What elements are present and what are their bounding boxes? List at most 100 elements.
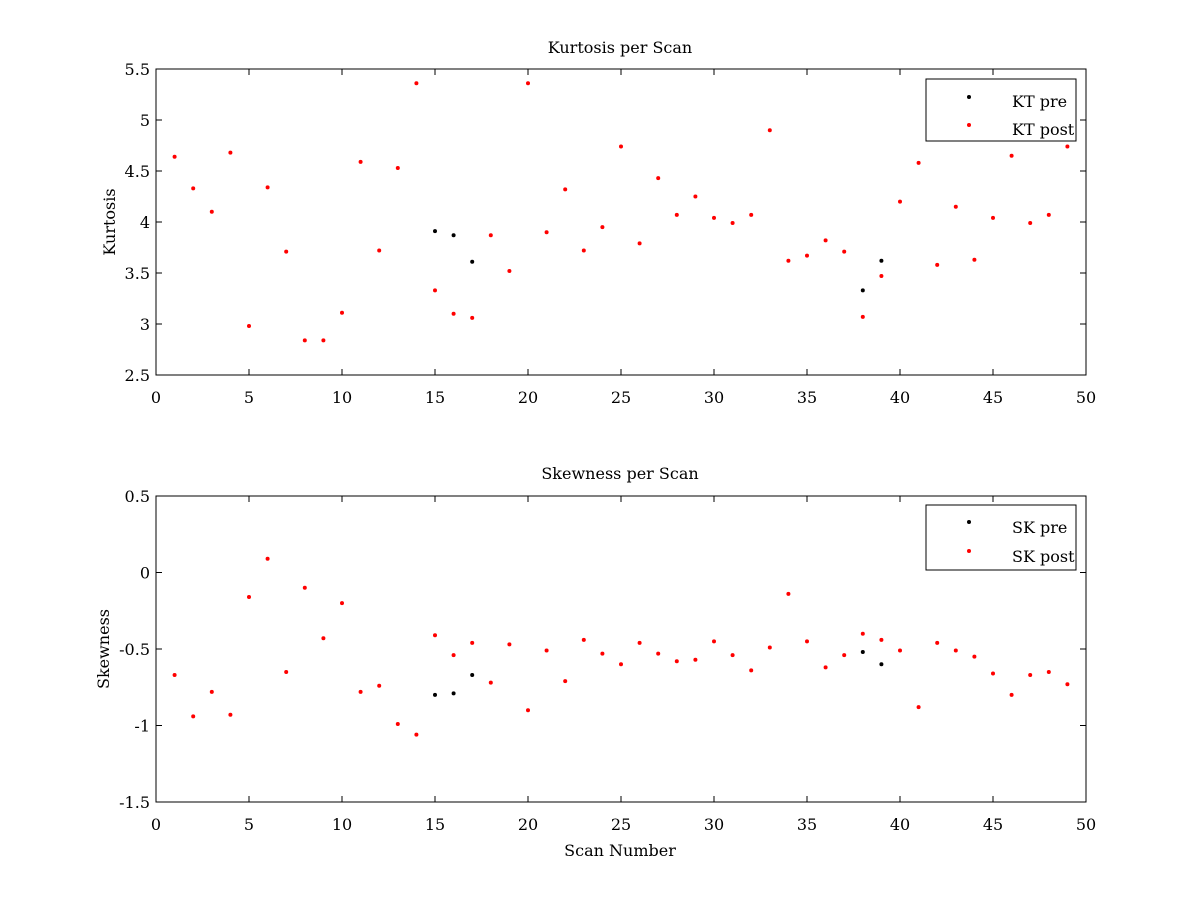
skewness-xtick-label: 15	[425, 815, 445, 834]
kurtosis-point-post	[991, 215, 995, 220]
kurtosis-point-post	[488, 233, 493, 238]
kurtosis-point-post	[730, 221, 735, 226]
skewness-point-post	[730, 653, 735, 658]
legend-label-sk-post: SK post	[1012, 547, 1075, 566]
skewness-point-pre	[433, 692, 437, 697]
skewness-point-post	[1046, 669, 1051, 674]
kurtosis-point-post	[544, 230, 549, 235]
kurtosis-ytick-label: 3.5	[125, 264, 150, 283]
skewness-xtick-label: 35	[797, 815, 817, 834]
kurtosis-xtick-label: 15	[425, 388, 445, 407]
kurtosis-xtick-label: 0	[151, 388, 161, 407]
skewness-ytick-label: 0	[140, 564, 150, 583]
kurtosis-ytick-label: 4	[140, 213, 150, 232]
kurtosis-point-post	[302, 338, 307, 343]
skewness-point-post	[488, 680, 493, 685]
skewness-point-post	[1065, 682, 1070, 687]
kurtosis-point-post	[1046, 212, 1051, 217]
kurtosis-point-pre	[433, 229, 437, 234]
skewness-point-pre	[860, 650, 865, 655]
kurtosis-point-post	[1065, 144, 1070, 149]
kurtosis-point-post	[749, 212, 754, 217]
kurtosis-point-post	[358, 159, 363, 164]
skewness-point-post	[842, 653, 847, 658]
skewness-point-post	[953, 648, 958, 653]
kurtosis-xtick-label: 50	[1076, 388, 1096, 407]
kurtosis-title: Kurtosis per Scan	[548, 38, 692, 57]
kurtosis-point-post	[953, 204, 958, 209]
kurtosis-point-post	[414, 81, 419, 86]
kurtosis-xtick-label: 45	[983, 388, 1003, 407]
skewness-point-post	[898, 648, 902, 653]
kurtosis-point-post	[637, 241, 642, 246]
kurtosis-xtick-label: 40	[890, 388, 910, 407]
kurtosis-panel: Kurtosis per Scan Kurtosis 0 5 10 15 20 25 30 3…	[100, 38, 1096, 407]
kurtosis-point-post	[674, 212, 679, 217]
kurtosis-point-post	[879, 274, 884, 279]
kurtosis-point-post	[619, 144, 623, 149]
skewness-point-post	[247, 594, 251, 599]
skewness-xtick-label: 40	[890, 815, 910, 834]
skewness-xtick-label: 30	[704, 815, 724, 834]
skewness-point-post	[749, 668, 754, 673]
skewness-point-post	[526, 708, 530, 713]
kurtosis-legend: KT pre KT post	[925, 78, 1077, 142]
skewness-point-post	[786, 591, 791, 596]
skewness-xtick-label: 0	[151, 815, 161, 834]
skewness-point-post	[265, 556, 270, 561]
skewness-point-post	[191, 714, 196, 719]
kurtosis-ylabel: Kurtosis	[100, 188, 119, 255]
skewness-xtick-label: 5	[244, 815, 254, 834]
skewness-point-post	[935, 640, 940, 645]
skewness-point-post	[916, 705, 921, 710]
skewness-point-post	[451, 653, 456, 658]
kurtosis-point-post	[451, 311, 456, 316]
kurtosis-point-post	[526, 81, 530, 86]
kurtosis-point-post	[247, 324, 251, 329]
kurtosis-ytick-label: 5	[140, 111, 150, 130]
kurtosis-point-post	[1009, 153, 1014, 158]
kurtosis-ytick-label: 2.5	[125, 366, 150, 385]
kurtosis-xtick-label: 30	[704, 388, 724, 407]
kurtosis-point-post	[656, 176, 661, 181]
kurtosis-point-pre	[470, 259, 475, 264]
skewness-point-pre	[879, 662, 884, 667]
kurtosis-point-post	[935, 262, 940, 267]
skewness-xtick-label: 10	[332, 815, 352, 834]
kurtosis-point-post	[916, 160, 921, 165]
kurtosis-point-post	[507, 268, 512, 273]
kurtosis-plot-frame	[155, 68, 1087, 376]
skewness-points	[172, 556, 1070, 737]
skewness-xtick-label: 25	[611, 815, 631, 834]
skewness-ticks: 0 5 10 15 20 25 30 35 40 45 50 -1.5 -1 -0.5 0 0.5	[119, 487, 1096, 834]
kurtosis-xtick-label: 20	[518, 388, 538, 407]
kurtosis-ticks: 0 5 10 15 20 25 30 35 40 45 50 2.5 3 3.5 4 4.5 5 5.5	[125, 60, 1097, 407]
kurtosis-ytick-label: 3	[140, 315, 150, 334]
skewness-legend-box	[925, 504, 1077, 571]
kurtosis-point-post	[842, 249, 847, 254]
skewness-point-post	[879, 637, 884, 642]
legend-marker-kt-pre	[967, 95, 971, 99]
skewness-point-post	[321, 636, 326, 641]
skewness-point-post	[823, 665, 828, 670]
kurtosis-point-post	[805, 253, 809, 258]
skewness-point-post	[470, 640, 475, 645]
kurtosis-point-post	[340, 310, 344, 315]
skewness-point-post	[637, 640, 642, 645]
skewness-point-post	[619, 662, 623, 667]
kurtosis-point-post	[898, 199, 902, 204]
kurtosis-xtick-label: 25	[611, 388, 631, 407]
kurtosis-xtick-label: 35	[797, 388, 817, 407]
skewness-point-post	[712, 639, 716, 644]
kurtosis-point-post	[321, 338, 326, 343]
kurtosis-legend-box	[925, 78, 1077, 142]
kurtosis-point-post	[860, 314, 865, 319]
kurtosis-point-pre	[451, 233, 456, 238]
skewness-legend: SK pre SK post	[925, 504, 1077, 571]
kurtosis-point-post	[712, 215, 716, 220]
kurtosis-point-post	[209, 209, 214, 214]
skewness-point-post	[693, 657, 698, 662]
kurtosis-point-pre	[860, 288, 865, 293]
skewness-point-post	[972, 654, 977, 659]
